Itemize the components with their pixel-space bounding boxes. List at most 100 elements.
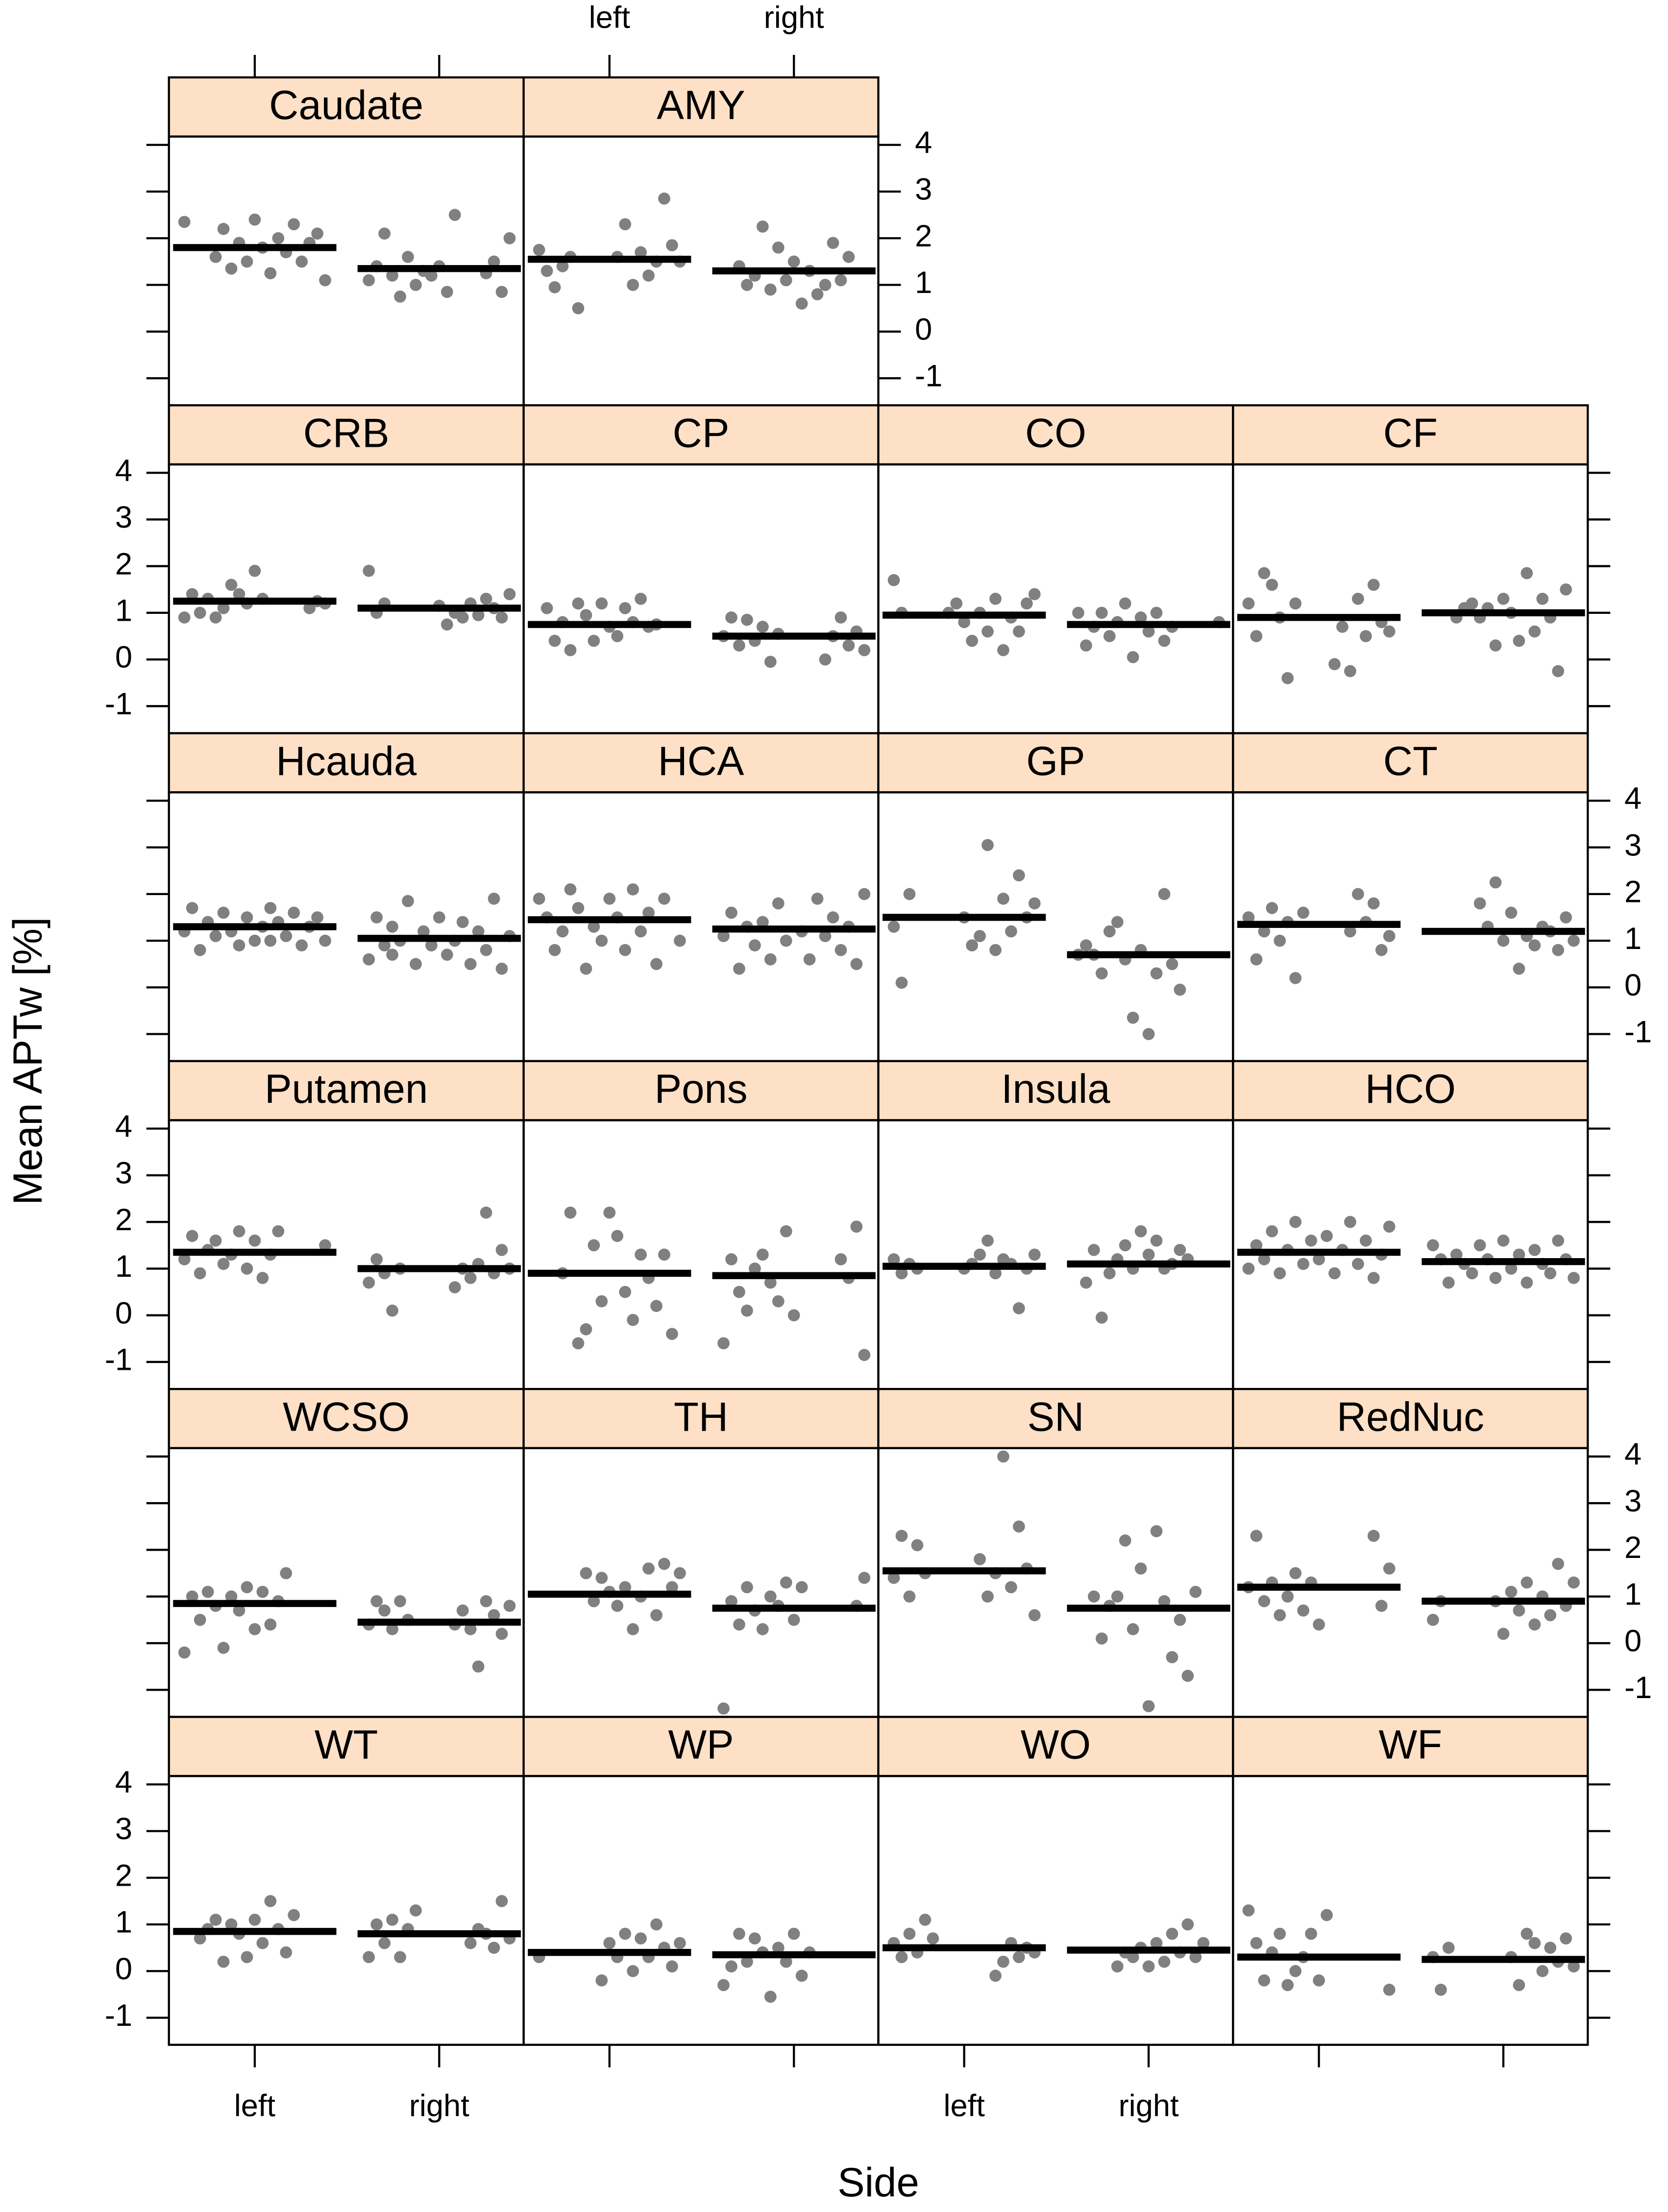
point	[1142, 1960, 1155, 1973]
point	[1383, 1562, 1396, 1575]
point	[674, 1567, 686, 1580]
x-tick-label: left	[589, 0, 631, 35]
point	[787, 1927, 800, 1940]
point	[819, 930, 832, 942]
y-tick-label: 0	[915, 312, 932, 346]
point	[295, 255, 308, 268]
point	[580, 609, 592, 621]
point	[595, 1974, 608, 1987]
point	[1080, 939, 1092, 951]
point	[410, 1904, 422, 1917]
point	[658, 192, 670, 205]
point	[733, 962, 745, 975]
point	[741, 613, 753, 626]
point	[386, 921, 398, 933]
point	[757, 1248, 769, 1261]
point	[635, 246, 647, 259]
point	[1166, 958, 1178, 971]
point	[178, 216, 191, 228]
point	[303, 602, 316, 614]
point	[997, 644, 1009, 656]
point	[272, 232, 285, 244]
panel-title: WF	[1379, 1722, 1443, 1768]
point	[480, 1206, 492, 1219]
y-tick-label: 4	[1624, 1437, 1642, 1472]
point	[1528, 1618, 1541, 1631]
point	[989, 944, 1002, 956]
y-tick-label: 0	[1624, 1624, 1642, 1658]
panel-title: RedNuc	[1337, 1394, 1484, 1439]
point	[1336, 621, 1349, 633]
x-tick-label: left	[234, 2089, 276, 2123]
panel	[1232, 1774, 1589, 2046]
strip	[168, 1388, 525, 1449]
point	[1095, 1632, 1108, 1645]
point	[1127, 1011, 1139, 1024]
x-tick-label: right	[409, 2089, 469, 2123]
point	[658, 1248, 670, 1261]
point	[1197, 1937, 1210, 1949]
point	[958, 616, 971, 629]
point	[503, 1600, 516, 1612]
point	[989, 1969, 1002, 1982]
point	[1028, 1248, 1041, 1261]
point	[627, 1965, 639, 1977]
point	[658, 893, 670, 905]
point	[1127, 1623, 1139, 1635]
strip	[1232, 1060, 1589, 1121]
point	[580, 1323, 592, 1336]
x-tick-label: right	[1119, 2089, 1179, 2123]
point	[619, 1927, 632, 1940]
point	[256, 1272, 269, 1284]
point	[580, 962, 592, 975]
y-tick-label: 3	[115, 500, 132, 535]
point	[1189, 1951, 1202, 1964]
point	[1088, 1243, 1100, 1256]
point	[674, 1937, 686, 1949]
point	[1174, 1613, 1186, 1626]
point	[635, 1248, 647, 1261]
point	[1505, 906, 1518, 919]
point	[264, 902, 277, 914]
point	[1150, 1525, 1163, 1537]
point	[1536, 592, 1549, 605]
point	[1289, 1215, 1302, 1228]
point	[186, 588, 198, 601]
y-tick-label: 3	[1624, 828, 1642, 862]
point	[1442, 1942, 1455, 1954]
point	[472, 925, 485, 938]
point	[1383, 930, 1396, 942]
point	[572, 1337, 585, 1350]
point	[1434, 1983, 1447, 1996]
point	[264, 267, 277, 280]
point	[733, 1927, 745, 1940]
point	[1005, 925, 1017, 938]
panel-title: HCA	[658, 738, 744, 784]
point	[1513, 1979, 1525, 1992]
point	[1552, 1557, 1565, 1570]
point	[363, 274, 375, 287]
point	[1375, 944, 1388, 956]
point	[927, 1932, 939, 1945]
point	[1497, 1628, 1510, 1640]
strip	[1232, 732, 1589, 794]
strip	[877, 1716, 1234, 1777]
strip	[877, 404, 1234, 466]
point	[480, 1595, 492, 1607]
point	[209, 1914, 222, 1926]
point	[811, 288, 824, 300]
point	[488, 1942, 500, 1954]
point	[410, 279, 422, 291]
y-tick-label: -1	[105, 1343, 132, 1377]
point	[1242, 1904, 1255, 1917]
point	[280, 1567, 293, 1580]
point	[394, 1595, 406, 1607]
point	[834, 1253, 847, 1265]
x-axis-title: Side	[837, 2160, 919, 2205]
point	[642, 1562, 655, 1575]
y-tick-label: 4	[115, 1765, 132, 1799]
point	[495, 611, 508, 624]
y-tick-label: 3	[1624, 1484, 1642, 1518]
point	[456, 1604, 469, 1617]
